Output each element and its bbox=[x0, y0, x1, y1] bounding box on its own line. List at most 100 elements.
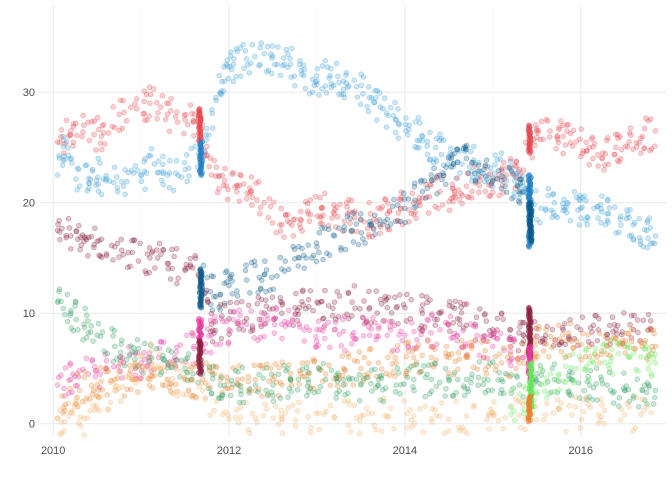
data-point bbox=[480, 381, 487, 388]
data-point bbox=[278, 310, 285, 317]
data-point bbox=[85, 175, 92, 182]
data-point bbox=[404, 410, 411, 417]
data-point bbox=[494, 315, 501, 322]
data-point bbox=[330, 82, 337, 89]
data-point bbox=[141, 356, 148, 363]
data-point bbox=[462, 146, 469, 153]
data-point bbox=[305, 242, 312, 248]
data-point bbox=[494, 335, 500, 342]
data-point bbox=[365, 108, 372, 115]
data-point bbox=[297, 216, 304, 223]
data-point bbox=[107, 379, 114, 386]
data-point bbox=[616, 394, 623, 401]
data-point bbox=[248, 188, 254, 195]
data-point bbox=[266, 196, 273, 202]
data-point bbox=[423, 181, 429, 188]
data-point bbox=[101, 141, 108, 147]
data-point bbox=[609, 314, 616, 321]
data-point bbox=[94, 174, 101, 181]
data-point bbox=[467, 148, 474, 155]
data-point bbox=[279, 359, 286, 365]
data-point bbox=[378, 206, 384, 212]
data-point bbox=[223, 183, 229, 189]
data-point bbox=[114, 375, 121, 381]
data-point bbox=[451, 330, 458, 337]
data-point bbox=[641, 382, 648, 389]
data-point bbox=[176, 373, 183, 380]
data-point bbox=[340, 91, 347, 97]
data-point bbox=[128, 167, 135, 174]
data-point bbox=[436, 310, 442, 316]
data-point bbox=[273, 230, 279, 236]
data-point bbox=[248, 174, 255, 180]
data-point bbox=[99, 122, 106, 129]
data-point bbox=[643, 115, 649, 122]
data-point bbox=[450, 392, 456, 399]
data-point bbox=[454, 376, 461, 383]
data-point bbox=[270, 415, 277, 421]
data-point bbox=[62, 401, 69, 408]
data-point bbox=[83, 395, 90, 401]
data-point bbox=[494, 156, 501, 163]
data-point bbox=[230, 309, 237, 315]
data-point bbox=[462, 143, 468, 150]
data-point bbox=[72, 303, 78, 309]
data-point bbox=[308, 424, 314, 431]
data-point bbox=[285, 394, 291, 400]
data-point bbox=[327, 72, 333, 79]
data-point bbox=[307, 212, 314, 218]
data-point bbox=[354, 94, 361, 100]
data-point bbox=[62, 311, 68, 318]
data-point bbox=[545, 185, 552, 192]
data-point bbox=[422, 403, 428, 410]
data-point bbox=[304, 359, 311, 366]
data-point bbox=[137, 375, 143, 381]
data-point bbox=[267, 287, 273, 293]
data-point bbox=[440, 170, 446, 176]
data-point bbox=[297, 221, 303, 228]
data-point bbox=[513, 365, 519, 372]
data-point bbox=[90, 338, 96, 344]
data-point bbox=[327, 382, 334, 388]
data-point bbox=[285, 51, 291, 57]
data-point bbox=[461, 392, 468, 399]
data-point bbox=[357, 101, 364, 108]
data-point bbox=[286, 220, 293, 226]
data-point bbox=[111, 363, 117, 370]
data-point bbox=[168, 381, 175, 387]
data-point bbox=[196, 338, 203, 344]
data-point bbox=[484, 355, 491, 362]
data-point bbox=[306, 304, 312, 310]
data-point bbox=[296, 381, 303, 387]
data-point bbox=[295, 376, 302, 383]
data-point bbox=[590, 322, 597, 329]
data-point bbox=[276, 364, 282, 371]
data-point bbox=[332, 224, 339, 230]
x-tick-label: 2014 bbox=[393, 445, 417, 457]
data-point bbox=[249, 323, 256, 329]
data-point bbox=[316, 365, 322, 371]
data-point bbox=[418, 179, 424, 185]
data-point bbox=[364, 103, 370, 110]
data-point bbox=[558, 348, 565, 355]
data-point bbox=[165, 347, 172, 353]
data-point bbox=[55, 374, 62, 381]
data-point bbox=[277, 395, 284, 402]
data-point bbox=[97, 160, 103, 167]
data-point bbox=[463, 376, 470, 383]
data-point bbox=[242, 267, 249, 274]
data-point bbox=[462, 148, 468, 155]
data-point bbox=[486, 426, 492, 432]
data-point bbox=[203, 132, 209, 138]
data-point bbox=[428, 330, 434, 336]
data-point bbox=[119, 178, 125, 185]
data-point bbox=[517, 180, 524, 186]
data-point bbox=[567, 320, 574, 327]
data-point bbox=[511, 177, 518, 184]
data-point bbox=[141, 340, 148, 347]
data-point bbox=[317, 326, 323, 333]
data-point bbox=[459, 192, 466, 199]
data-point bbox=[395, 121, 402, 128]
data-point bbox=[556, 341, 563, 347]
data-point bbox=[345, 422, 352, 429]
